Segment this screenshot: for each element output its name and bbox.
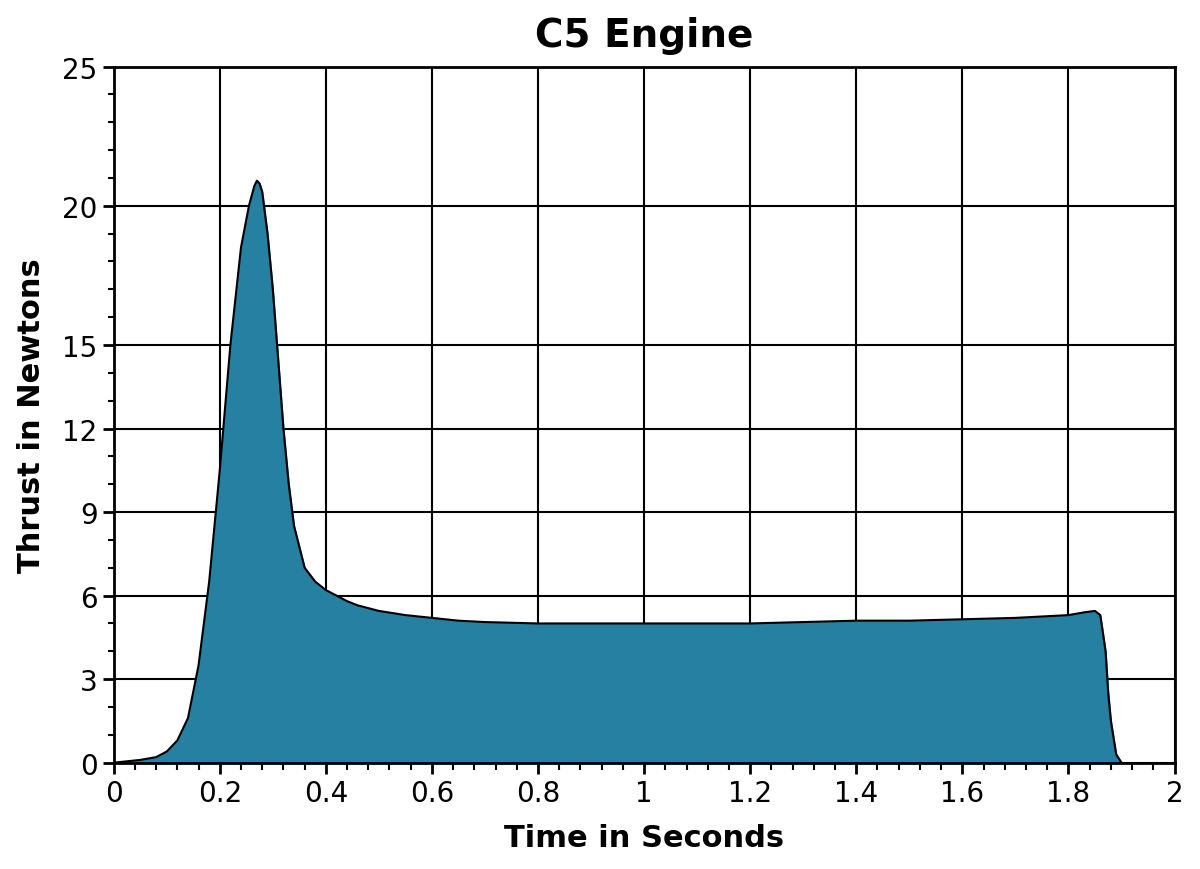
X-axis label: Time in Seconds: Time in Seconds bbox=[504, 824, 784, 852]
Title: C5 Engine: C5 Engine bbox=[535, 17, 754, 55]
Y-axis label: Thrust in Newtons: Thrust in Newtons bbox=[17, 258, 46, 573]
